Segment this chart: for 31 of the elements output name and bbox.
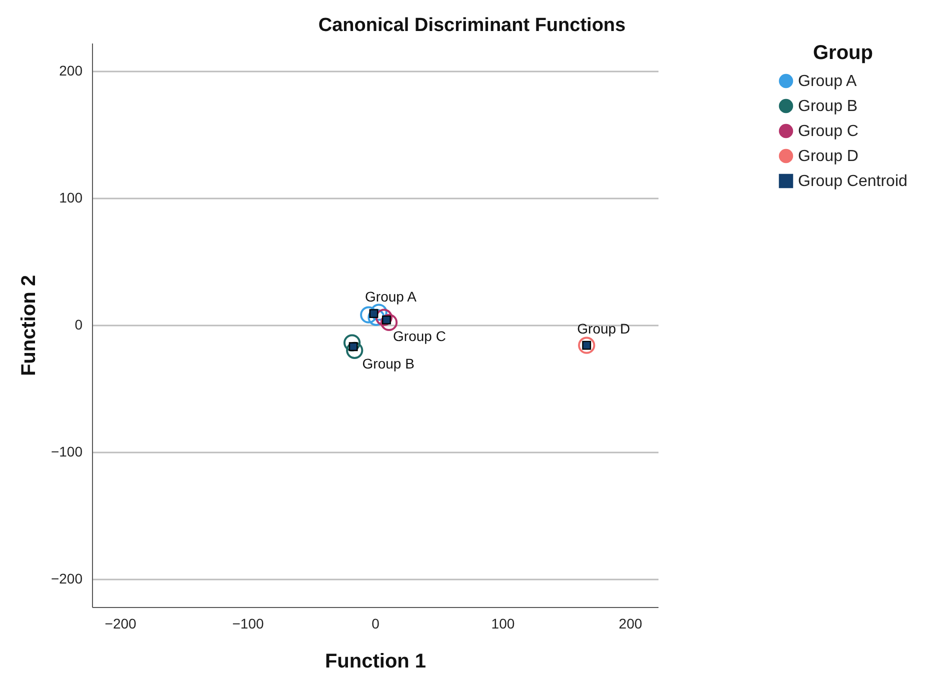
data-label: Group A <box>365 288 418 305</box>
y-tick-label: 200 <box>59 62 83 78</box>
legend-label: Group A <box>798 73 858 90</box>
legend-label: Group B <box>798 98 858 115</box>
legend-title: Group <box>813 42 873 64</box>
chart-title: Canonical Discriminant Functions <box>318 15 626 36</box>
data-label: Group C <box>393 328 446 344</box>
legend-label: Group Centroid <box>798 173 908 190</box>
legend-label: Group D <box>798 148 858 165</box>
point <box>578 336 596 354</box>
data-label: Group B <box>362 356 414 372</box>
legend-label: Group C <box>798 123 858 140</box>
x-tick-label: 100 <box>491 616 515 632</box>
data-label: Group D <box>577 320 630 336</box>
y-tick-label: −200 <box>50 570 83 587</box>
x-tick-label: −200 <box>104 616 137 632</box>
y-tick-label: 0 <box>74 316 83 332</box>
x-tick-label: −100 <box>232 616 264 632</box>
y-tick-label: 100 <box>59 189 83 206</box>
point <box>380 314 398 332</box>
x-tick-label: 200 <box>618 616 642 632</box>
y-axis-title: Function 2 <box>18 274 40 376</box>
x-tick-label: 0 <box>372 616 380 632</box>
point <box>370 304 388 321</box>
point <box>346 342 364 359</box>
y-tick-label: −100 <box>50 444 83 460</box>
point <box>368 308 385 326</box>
point <box>360 306 378 324</box>
x-axis-title: Function 1 <box>324 650 426 672</box>
point <box>375 308 393 326</box>
point <box>343 334 361 352</box>
